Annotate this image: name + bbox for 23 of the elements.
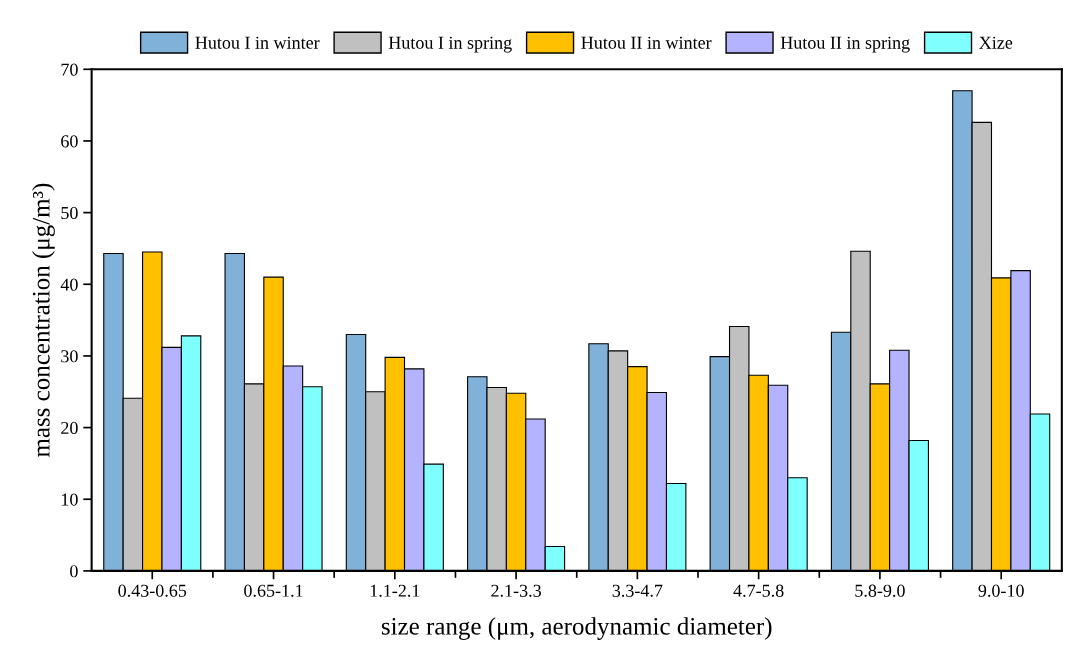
legend-label: Hutou I in spring [388, 36, 512, 53]
y-tick-label: 0 [70, 565, 78, 578]
legend-label: Hutou II in winter [581, 36, 712, 49]
x-tick-label: 4.7-5.8 [733, 584, 784, 597]
x-tick-label: 5.8-9.0 [855, 584, 905, 597]
legend-label: Hutou II in spring [780, 36, 910, 53]
legend-label: Xize [979, 36, 1013, 49]
x-axis-title: size range (μm, aerodynamic diameter) [381, 617, 772, 640]
y-tick-label: 10 [61, 493, 78, 506]
y-tick-label: 40 [60, 278, 78, 291]
y-tick-label: 50 [61, 206, 78, 220]
x-tick-label: 9.0-10 [978, 584, 1024, 597]
y-tick-label: 30 [61, 350, 78, 363]
x-tick-label: 0.43-0.65 [118, 584, 187, 597]
legend-label: Hutou I in winter [195, 36, 320, 49]
y-tick-label: 70 [61, 63, 78, 76]
x-tick-label: 0.65-1.1 [244, 584, 303, 597]
x-tick-label: 3.3-4.7 [612, 584, 663, 597]
y-tick-label: 60 [61, 135, 78, 148]
x-tick-label: 1.1-2.1 [370, 584, 420, 597]
y-axis-title: mass concentration (μg/m³) [32, 183, 55, 458]
x-tick-label: 2.1-3.3 [491, 584, 541, 597]
y-tick-label: 20 [61, 421, 78, 435]
